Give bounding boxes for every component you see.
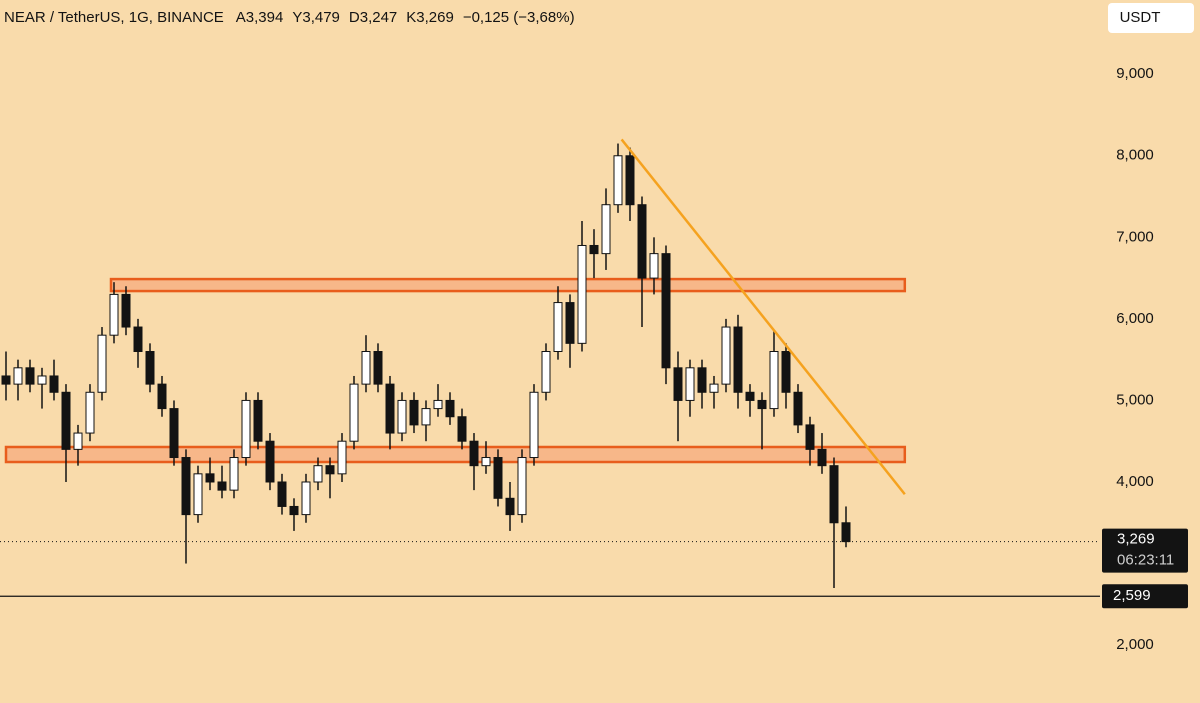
candle-body: [265, 440, 275, 483]
legend-item: K3,269: [406, 9, 454, 26]
candle-body: [445, 399, 455, 418]
y-tick-label: 2,000: [1116, 636, 1154, 653]
candle-body: [361, 351, 371, 385]
candle-body: [1, 375, 11, 385]
candle-body: [385, 383, 395, 434]
symbol-title: NEAR / TetherUS, 1G, BINANCE: [4, 9, 224, 26]
candle-body: [841, 522, 851, 543]
candle-body: [97, 334, 107, 393]
price-zone: [109, 277, 907, 293]
legend-item: Y3,479: [292, 9, 340, 26]
candle-body: [469, 440, 479, 467]
candle-body: [589, 244, 599, 255]
y-tick-label: 5,000: [1116, 391, 1154, 408]
candle-body: [613, 155, 623, 206]
candle-body: [625, 155, 635, 206]
candle-body: [697, 367, 707, 393]
level-box: [1102, 584, 1188, 609]
y-tick-label: 6,000: [1116, 310, 1154, 327]
candle-body: [181, 457, 191, 516]
candle-body: [685, 367, 695, 401]
candle-body: [157, 383, 167, 410]
level-label: 2,599: [1113, 587, 1151, 604]
countdown-label: 06:23:11: [1117, 552, 1174, 569]
candle-body: [745, 391, 755, 401]
candle-body: [121, 293, 131, 328]
candle-body: [73, 432, 83, 450]
candle-body: [193, 473, 203, 516]
candle-body: [349, 383, 359, 442]
candle-body: [505, 497, 515, 516]
candle-body: [301, 481, 311, 516]
candle-body: [481, 457, 491, 467]
candle-body: [817, 448, 827, 467]
candle-body: [397, 399, 407, 434]
candle-body: [805, 424, 815, 450]
candle-body: [649, 253, 659, 279]
candle-body: [421, 408, 431, 426]
candle-body: [517, 457, 527, 516]
candle-body: [409, 399, 419, 426]
candle-body: [289, 505, 299, 516]
candle-body: [541, 351, 551, 393]
candle-body: [793, 391, 803, 426]
last-price-label: 3,269: [1117, 531, 1155, 548]
header: NEAR / TetherUS, 1G, BINANCE A3,394 Y3,479…: [4, 9, 575, 26]
currency-box[interactable]: [1108, 3, 1194, 33]
candle-body: [637, 204, 647, 279]
candle-body: [565, 302, 575, 344]
y-tick-label: 7,000: [1116, 228, 1154, 245]
candle-body: [241, 399, 251, 459]
candle-body: [769, 351, 779, 410]
candle-body: [733, 326, 743, 393]
trendline: [620, 138, 906, 496]
candle-body: [109, 293, 119, 336]
candle-body: [133, 326, 143, 352]
candle-body: [277, 481, 287, 507]
candle-body: [457, 416, 467, 442]
last-price-box: [1102, 528, 1188, 573]
candle-body: [337, 440, 347, 475]
candle-body: [829, 465, 839, 524]
candle-body: [205, 473, 215, 483]
candle-body: [85, 391, 95, 434]
candle-body: [169, 408, 179, 459]
legend-item: A3,394: [236, 9, 284, 26]
candle-body: [25, 367, 35, 385]
candle-body: [709, 383, 719, 393]
candle-body: [325, 465, 335, 475]
legend-item: −0,125 (−3,68%): [463, 9, 575, 26]
candle-body: [529, 391, 539, 459]
candle-body: [757, 399, 767, 410]
price-zone: [4, 445, 907, 464]
candle-body: [13, 367, 23, 385]
candle-body: [145, 351, 155, 385]
candle-body: [373, 351, 383, 385]
candle-body: [553, 302, 563, 353]
legend-item: D3,247: [349, 9, 397, 26]
candle-body: [781, 351, 791, 393]
y-tick-label: 9,000: [1116, 65, 1154, 82]
candle-body: [313, 465, 323, 483]
candle-body: [37, 375, 47, 385]
candle-body: [433, 399, 443, 410]
candle-body: [601, 204, 611, 255]
candle-body: [217, 481, 227, 491]
candle-body: [253, 399, 263, 442]
candle-body: [577, 244, 587, 344]
candle-body: [661, 253, 671, 369]
candle-body: [673, 367, 683, 401]
candle-body: [493, 457, 503, 499]
candle-body: [229, 457, 239, 491]
y-tick-label: 4,000: [1116, 473, 1154, 490]
candle-body: [61, 391, 71, 450]
currency-label[interactable]: USDT: [1120, 9, 1161, 26]
y-tick-label: 8,000: [1116, 147, 1154, 164]
candle-body: [49, 375, 59, 393]
candle-body: [721, 326, 731, 385]
